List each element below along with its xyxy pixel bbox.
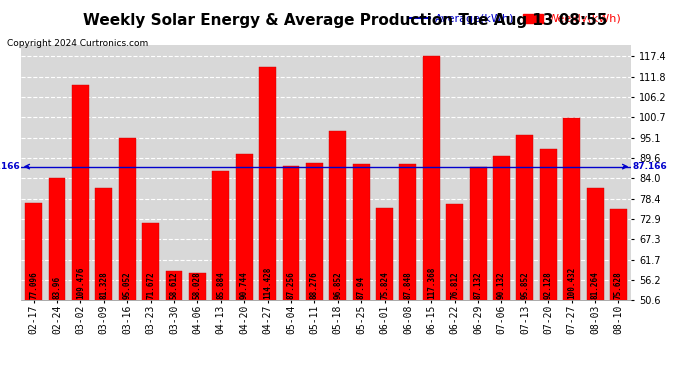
- Text: 71.672: 71.672: [146, 271, 155, 298]
- Text: 77.096: 77.096: [29, 271, 38, 298]
- Bar: [400, 164, 416, 375]
- Bar: [517, 135, 533, 375]
- Bar: [329, 131, 346, 375]
- Bar: [236, 153, 253, 375]
- Text: 114.428: 114.428: [263, 266, 272, 298]
- Bar: [48, 178, 66, 375]
- Text: 87.132: 87.132: [473, 271, 482, 298]
- Text: 81.328: 81.328: [99, 271, 108, 298]
- Bar: [189, 273, 206, 375]
- Bar: [72, 85, 89, 375]
- Bar: [493, 156, 510, 375]
- Text: 87.256: 87.256: [286, 271, 295, 298]
- Bar: [213, 171, 229, 375]
- Bar: [376, 208, 393, 375]
- Text: Weekly Solar Energy & Average Production Tue Aug 13 08:55: Weekly Solar Energy & Average Production…: [83, 13, 607, 28]
- Bar: [95, 188, 112, 375]
- Text: 92.128: 92.128: [544, 271, 553, 298]
- Bar: [470, 167, 486, 375]
- Bar: [282, 166, 299, 375]
- Text: 81.264: 81.264: [591, 271, 600, 298]
- Text: 96.852: 96.852: [333, 271, 342, 298]
- Bar: [259, 67, 276, 375]
- Bar: [610, 209, 627, 375]
- Bar: [25, 203, 42, 375]
- Text: 109.476: 109.476: [76, 266, 85, 298]
- Bar: [166, 271, 182, 375]
- Text: 88.276: 88.276: [310, 271, 319, 298]
- Text: 75.628: 75.628: [614, 271, 623, 298]
- Text: Copyright 2024 Curtronics.com: Copyright 2024 Curtronics.com: [7, 39, 148, 48]
- Text: 95.052: 95.052: [123, 271, 132, 298]
- Text: 87.848: 87.848: [404, 271, 413, 298]
- Bar: [423, 56, 440, 375]
- Text: 87.166: 87.166: [632, 162, 667, 171]
- Text: 83.96: 83.96: [52, 275, 61, 298]
- Bar: [142, 223, 159, 375]
- Text: 95.852: 95.852: [520, 271, 529, 298]
- Text: 90.744: 90.744: [239, 271, 248, 298]
- Text: 76.812: 76.812: [450, 271, 460, 298]
- Text: 90.132: 90.132: [497, 271, 506, 298]
- Legend: Average(kWh), Weekly(kWh): Average(kWh), Weekly(kWh): [406, 10, 626, 29]
- Bar: [306, 162, 323, 375]
- Text: 85.884: 85.884: [216, 271, 225, 298]
- Text: 75.824: 75.824: [380, 271, 389, 298]
- Text: 100.432: 100.432: [567, 266, 576, 298]
- Text: 87.166: 87.166: [0, 162, 20, 171]
- Bar: [353, 164, 370, 375]
- Text: 58.612: 58.612: [170, 271, 179, 298]
- Bar: [586, 188, 604, 375]
- Text: 58.028: 58.028: [193, 271, 202, 298]
- Text: 87.94: 87.94: [357, 275, 366, 298]
- Bar: [563, 118, 580, 375]
- Bar: [540, 148, 557, 375]
- Text: 117.368: 117.368: [427, 266, 436, 298]
- Bar: [119, 138, 135, 375]
- Bar: [446, 204, 463, 375]
